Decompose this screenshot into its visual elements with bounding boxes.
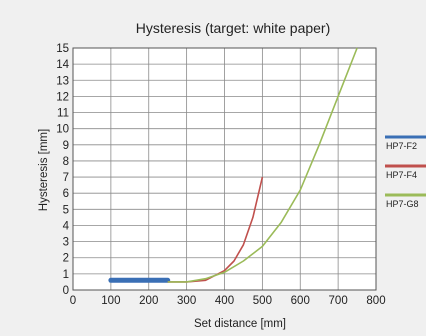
x-tick-label: 600 [291, 295, 310, 307]
x-tick-label: 100 [101, 295, 120, 307]
y-tick-label: 1 [63, 269, 69, 281]
x-tick-label: 300 [177, 295, 196, 307]
y-tick-label: 5 [63, 204, 69, 216]
y-tick-label: 7 [63, 172, 69, 184]
y-tick-label: 4 [63, 220, 70, 232]
legend: HP7-F2 HP7-F4 HP7-G8 [385, 135, 426, 209]
y-tick-label: 2 [63, 253, 69, 265]
y-tick-label: 10 [56, 124, 69, 136]
legend-label: HP7-F2 [386, 141, 417, 151]
y-axis-label: Hysteresis [mm] [38, 129, 50, 211]
chart-title: Hysteresis (target: white paper) [136, 20, 331, 36]
y-tick-label: 14 [56, 59, 69, 71]
plot-area: 0 100 200 300 400 500 600 700 800012345678910111… [56, 43, 385, 307]
y-tick-label: 6 [63, 188, 69, 200]
x-tick-label: 500 [253, 295, 272, 307]
x-tick-label: 700 [329, 295, 348, 307]
series-line-hp7-g8 [167, 47, 358, 283]
y-tick-label: 13 [56, 75, 69, 87]
y-tick-label: 15 [56, 43, 69, 55]
y-tick-label: 9 [63, 140, 69, 152]
legend-label: HP7-F4 [386, 170, 417, 180]
x-axis-label: Set distance [mm] [194, 318, 286, 330]
x-tick-label: 0 [70, 295, 76, 307]
x-tick-label: 800 [366, 295, 385, 307]
x-tick-label: 200 [139, 295, 158, 307]
legend-label: HP7-G8 [386, 199, 419, 209]
y-tick-label: 11 [57, 108, 69, 120]
x-tick-label: 400 [215, 295, 234, 307]
y-tick-label: 12 [56, 91, 69, 103]
y-tick-label: 8 [63, 156, 69, 168]
plot-frame [72, 47, 377, 291]
y-tick-label: 3 [63, 237, 69, 249]
y-tick-label: 0 [63, 285, 69, 297]
